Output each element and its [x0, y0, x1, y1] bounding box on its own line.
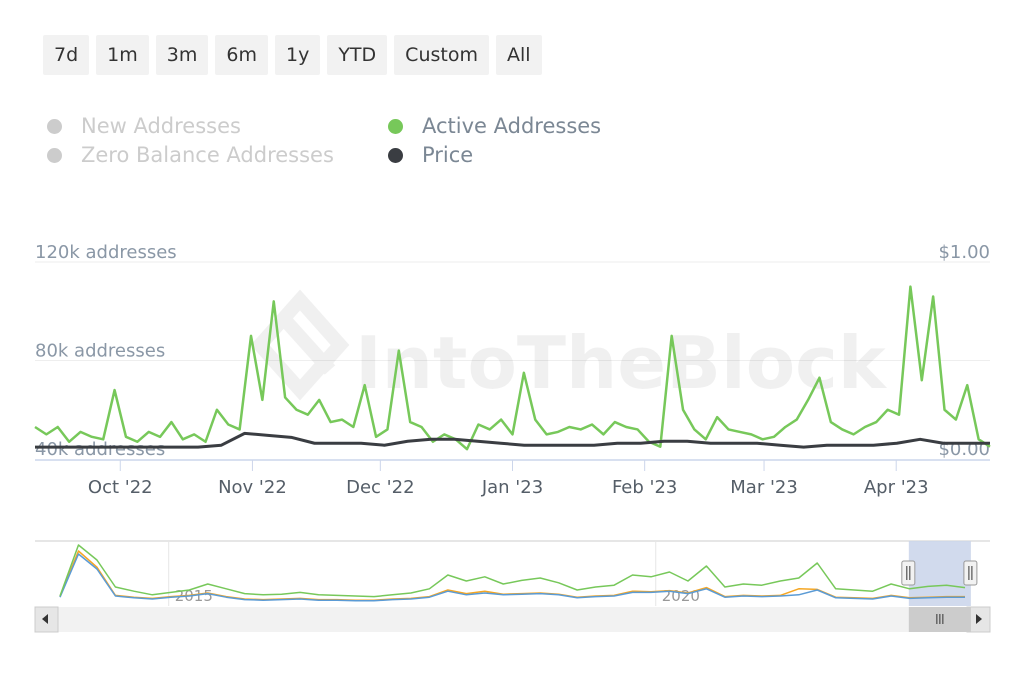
navigator-handle-right[interactable]: [963, 560, 978, 586]
navigator-handle-left[interactable]: [901, 560, 916, 586]
legend-dot-icon: [47, 118, 62, 134]
x-axis-label: Mar '23: [730, 477, 798, 498]
x-axis-label: Apr '23: [864, 477, 929, 498]
legend-label: New Addresses: [81, 114, 241, 138]
legend-label: Price: [422, 143, 474, 167]
navigator-x-label: 2020: [662, 587, 700, 605]
legend-item-zero-balance-addresses[interactable]: Zero Balance Addresses: [47, 143, 334, 167]
range-selector: 7d 1m 3m 6m 1y YTD Custom All: [43, 35, 542, 75]
legend-label: Active Addresses: [422, 114, 602, 138]
range-button-custom[interactable]: Custom: [394, 35, 489, 75]
x-axis-label: Dec '22: [346, 477, 414, 498]
legend-dot-icon: [47, 147, 62, 163]
navigator-series-active-addresses: [59, 544, 966, 598]
arrow-right-icon: [976, 614, 982, 624]
y-axis-left-label: 80k addresses: [35, 341, 165, 362]
range-button-all[interactable]: All: [495, 35, 542, 75]
range-button-1m[interactable]: 1m: [96, 35, 149, 75]
series-line-price: [35, 431, 990, 449]
series-line-active-addresses: [34, 285, 991, 451]
arrow-left-icon: [42, 614, 48, 624]
legend-item-price[interactable]: Price: [388, 143, 473, 167]
legend-label: Zero Balance Addresses: [81, 143, 334, 167]
range-button-7d[interactable]: 7d: [43, 35, 90, 75]
watermark-icon: [250, 289, 350, 401]
y-axis-left-label: 40k addresses: [35, 439, 165, 460]
range-button-3m[interactable]: 3m: [155, 35, 209, 75]
range-button-ytd[interactable]: YTD: [327, 35, 388, 75]
scrollbar-track[interactable]: [35, 607, 990, 632]
watermark-logo: IntoTheBlock: [355, 321, 888, 405]
legend-item-active-addresses[interactable]: Active Addresses: [388, 114, 601, 138]
x-axis-label: Feb '23: [612, 477, 677, 498]
navigator-selection: [908, 541, 971, 606]
x-axis-label: Oct '22: [88, 477, 153, 498]
x-axis-label: Jan '23: [481, 477, 543, 498]
y-axis-left-label: 120k addresses: [35, 242, 177, 263]
legend-item-new-addresses[interactable]: New Addresses: [47, 114, 241, 138]
range-button-1y[interactable]: 1y: [274, 35, 321, 75]
range-button-6m[interactable]: 6m: [215, 35, 268, 75]
y-axis-right-label: $1.00: [938, 242, 990, 263]
legend-dot-icon: [388, 147, 403, 163]
legend-dot-icon: [388, 118, 403, 134]
navigator-series-new-addresses: [59, 553, 965, 602]
x-axis-label: Nov '22: [218, 477, 287, 498]
